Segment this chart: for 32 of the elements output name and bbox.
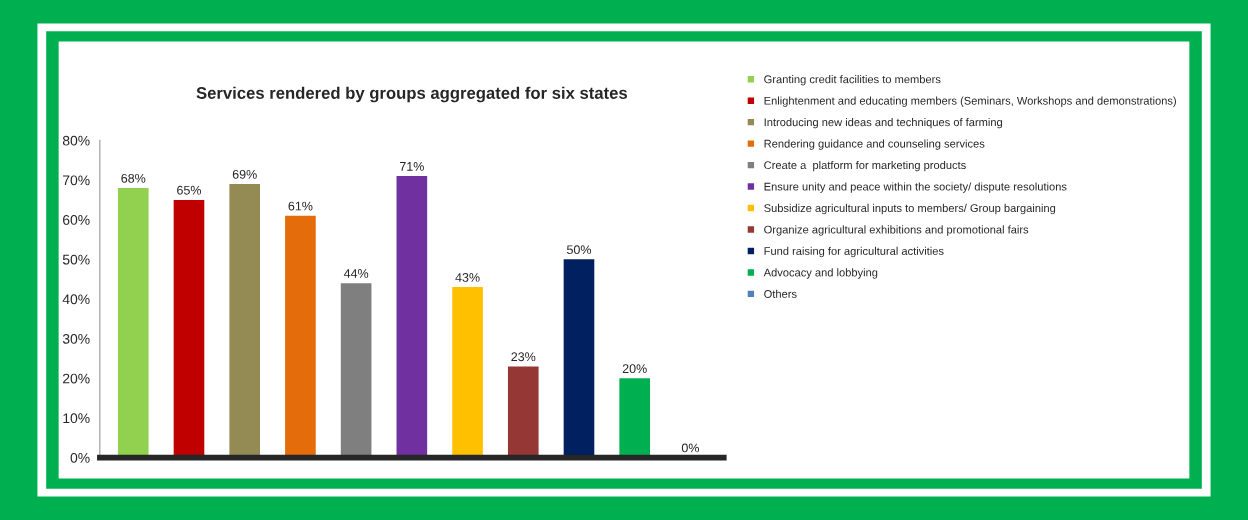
y-tick-label: 0% <box>70 452 90 463</box>
legend-label: Fund raising for agricultural activities <box>764 246 944 258</box>
y-tick-label: 60% <box>63 215 90 225</box>
data-label: 71% <box>399 162 424 171</box>
data-label: 0% <box>681 443 699 453</box>
data-label: 43% <box>455 273 480 282</box>
chart-title: Services rendered by groups aggregated for six states <box>196 86 627 103</box>
data-label: 50% <box>566 245 592 255</box>
legend-label: Enlightenment and educating members (Seminars, Workshops and demonstrations) <box>764 96 1176 107</box>
legend-label: Granting credit facilities to members <box>764 75 941 86</box>
y-tick-label: 30% <box>62 333 90 344</box>
data-label: 23% <box>511 352 536 362</box>
legend-label: Advocacy and lobbying <box>763 268 878 279</box>
legend-label: Introducing new ideas and techniques of farming <box>764 118 1002 129</box>
y-tick-label: 50% <box>62 254 90 265</box>
data-label: 44% <box>343 269 369 278</box>
y-tick-label: 80% <box>62 135 90 146</box>
legend-label: Rendering guidance and counseling services <box>764 139 985 150</box>
legend-label: Ensure unity and peace within the society/ dispute resolutions <box>764 182 1067 193</box>
y-tick-label: 70% <box>63 175 90 186</box>
data-label: 20% <box>622 364 647 374</box>
legend-label: Others <box>764 289 797 298</box>
data-label: 68% <box>121 173 146 183</box>
data-label: 69% <box>232 169 257 179</box>
y-tick-label: 10% <box>63 413 90 424</box>
legend-label: Subsidize agricultural inputs to members/ Group bargaining <box>764 203 1056 215</box>
legend-label: Organize agricultural exhibitions and promotional fairs <box>764 225 1029 236</box>
data-label: 65% <box>177 185 202 195</box>
y-tick-label: 20% <box>63 373 90 384</box>
y-tick-label: 40% <box>62 294 90 305</box>
legend-label: Create a platform for marketing products <box>764 160 966 172</box>
data-label: 61% <box>288 201 313 211</box>
